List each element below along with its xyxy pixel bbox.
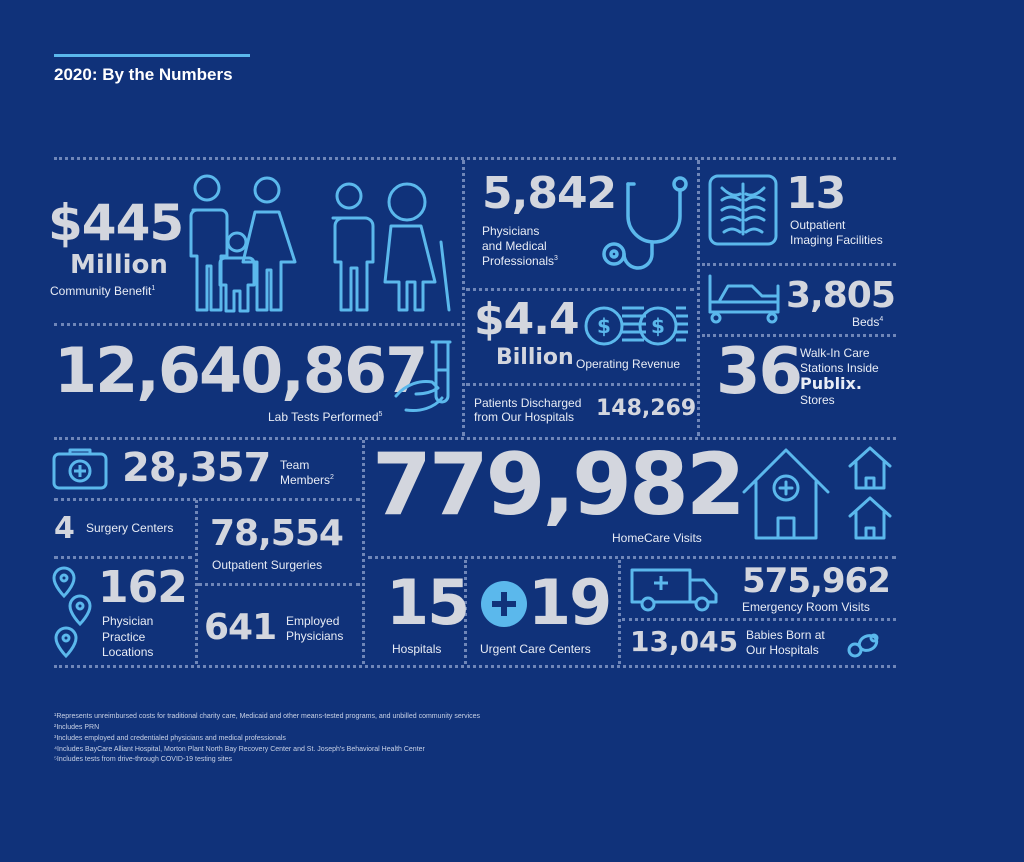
beds-value: 3,805 bbox=[786, 275, 896, 316]
divider bbox=[54, 157, 896, 160]
svg-text:$: $ bbox=[651, 314, 665, 338]
header-rule bbox=[54, 54, 250, 57]
footnote: ⁵Includes tests from drive-through COVID… bbox=[54, 756, 232, 764]
discharged-label: Patients Discharged from Our Hospitals bbox=[474, 396, 582, 425]
divider bbox=[462, 160, 465, 436]
surgery-centers-label: Surgery Centers bbox=[86, 521, 174, 535]
footnote: ²Includes PRN bbox=[54, 723, 100, 731]
imaging-value: 13 bbox=[786, 168, 846, 219]
imaging-label: Outpatient Imaging Facilities bbox=[790, 218, 883, 247]
test-tube-hand-icon bbox=[390, 336, 460, 420]
outpatient-surgeries-label: Outpatient Surgeries bbox=[212, 558, 323, 572]
employed-value: 641 bbox=[204, 607, 277, 648]
hospitals-value: 15 bbox=[386, 566, 470, 639]
ambulance-icon bbox=[628, 566, 720, 612]
babies-value: 13,045 bbox=[630, 625, 739, 658]
footnotes: ¹Represents unreimbursed costs for tradi… bbox=[54, 712, 480, 766]
house-icon bbox=[740, 446, 896, 542]
revenue-unit: Billion bbox=[496, 345, 574, 370]
stethoscope-icon bbox=[596, 174, 692, 274]
footnote: ¹Represents unreimbursed costs for tradi… bbox=[54, 713, 481, 720]
divider bbox=[54, 665, 896, 668]
physicians-label: Physicians and Medical Professionals3 bbox=[482, 224, 558, 268]
urgent-care-label: Urgent Care Centers bbox=[480, 642, 591, 656]
page-title: 2020: By the Numbers bbox=[54, 65, 233, 84]
revenue-value: $4.4 bbox=[474, 294, 580, 345]
homecare-value: 779,982 bbox=[372, 435, 746, 535]
outpatient-surgeries-value: 78,554 bbox=[210, 513, 344, 554]
discharged-value: 148,269 bbox=[596, 396, 697, 421]
divider bbox=[54, 498, 360, 501]
team-label: Team Members2 bbox=[280, 458, 334, 487]
family-icon bbox=[185, 170, 453, 318]
pacifier-icon bbox=[846, 630, 882, 660]
community-benefit-value: $445 bbox=[48, 194, 184, 252]
lab-tests-value: 12,640,867 bbox=[54, 334, 428, 407]
er-value: 575,962 bbox=[742, 561, 891, 601]
er-label: Emergency Room Visits bbox=[742, 600, 870, 614]
footnote: ⁴Includes BayCare Alliant Hospital, Mort… bbox=[54, 745, 425, 753]
hospitals-label: Hospitals bbox=[392, 642, 442, 656]
hospital-bed-icon bbox=[706, 272, 782, 324]
walkin-value: 36 bbox=[716, 335, 803, 409]
employed-label: Employed Physicians bbox=[286, 614, 344, 643]
divider bbox=[195, 500, 198, 664]
community-benefit-label: Community Benefit1 bbox=[50, 284, 156, 298]
divider bbox=[697, 160, 700, 436]
surgery-centers-value: 4 bbox=[54, 511, 75, 546]
urgent-care-value: 19 bbox=[528, 566, 612, 639]
publix-logo: Publix. bbox=[800, 374, 862, 394]
divider bbox=[362, 440, 365, 664]
divider bbox=[54, 323, 460, 326]
practice-value: 162 bbox=[98, 562, 188, 613]
coins-icon: $ $ bbox=[582, 300, 692, 348]
xray-icon bbox=[708, 174, 778, 246]
beds-label: Beds4 bbox=[852, 315, 884, 329]
map-pin-icon bbox=[50, 566, 100, 662]
divider bbox=[464, 560, 467, 664]
revenue-label: Operating Revenue bbox=[576, 357, 681, 371]
divider bbox=[622, 618, 896, 621]
divider bbox=[54, 437, 896, 440]
babies-label: Babies Born at Our Hospitals bbox=[746, 628, 825, 657]
divider bbox=[54, 556, 192, 559]
divider bbox=[702, 334, 896, 337]
practice-label: Physician Practice Locations bbox=[102, 614, 154, 660]
homecare-label: HomeCare Visits bbox=[612, 531, 702, 545]
footnote: ³Includes employed and credentialed phys… bbox=[54, 734, 286, 742]
divider bbox=[702, 263, 896, 266]
svg-text:$: $ bbox=[597, 314, 611, 338]
lab-tests-label: Lab Tests Performed5 bbox=[268, 410, 383, 424]
divider bbox=[368, 556, 896, 559]
team-value: 28,357 bbox=[122, 445, 271, 491]
divider bbox=[198, 583, 360, 586]
divider bbox=[618, 560, 621, 664]
physicians-value: 5,842 bbox=[482, 168, 617, 219]
walkin-label: Walk-In Care Stations Inside Publix. Sto… bbox=[800, 346, 879, 407]
divider bbox=[466, 383, 694, 386]
medical-cross-icon bbox=[480, 580, 528, 628]
medical-bag-icon bbox=[52, 446, 108, 490]
community-benefit-unit: Million bbox=[70, 250, 168, 280]
divider bbox=[466, 288, 694, 291]
